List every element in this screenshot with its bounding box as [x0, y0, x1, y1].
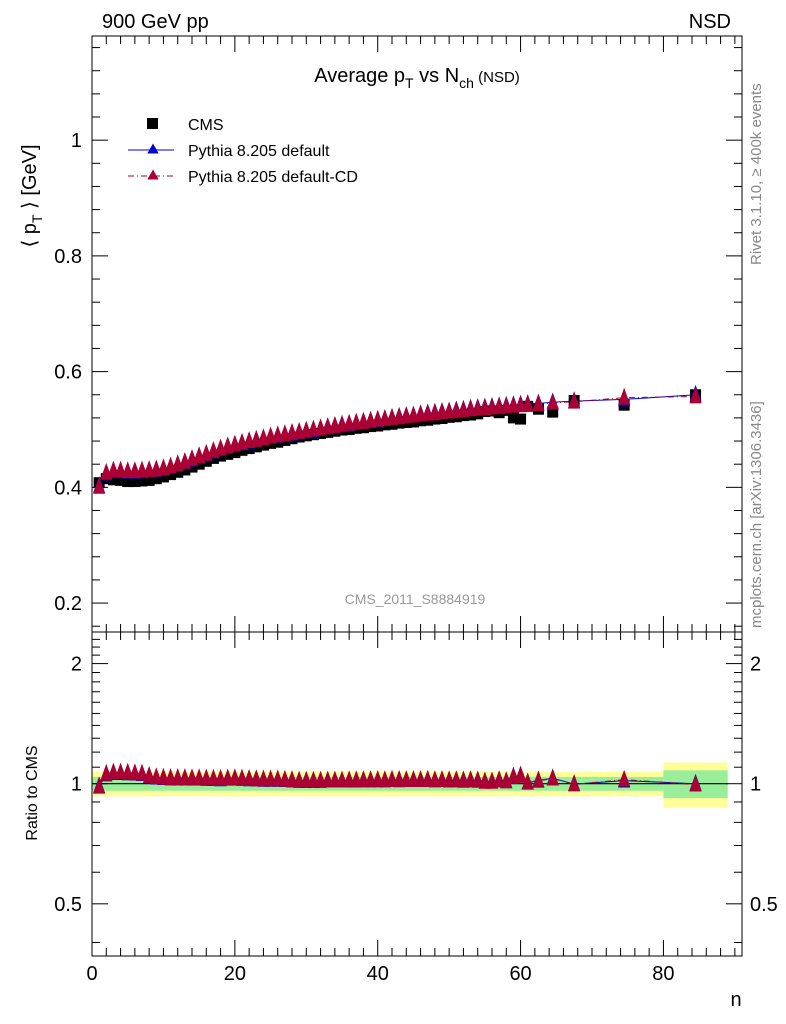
ratio-y-tick-label-left: 1	[71, 774, 82, 796]
pythia-default-cd-point	[689, 386, 702, 404]
x-tick-label: 20	[224, 963, 246, 985]
legend-entry-pythia-default: Pythia 8.205 default	[128, 143, 330, 160]
legend-label-pythia-default: Pythia 8.205 default	[188, 143, 330, 160]
cms-data-point	[143, 474, 155, 486]
cms-data-point	[215, 450, 227, 462]
analysis-watermark: CMS_2011_S8884919	[345, 591, 486, 607]
x-tick-label: 80	[652, 963, 674, 985]
pythia-default-cd-point	[93, 476, 106, 494]
legend: CMS Pythia 8.205 default Pythia 8.205 de…	[128, 117, 358, 186]
cms-data-point	[157, 471, 169, 483]
pythia-default-cd-point	[568, 391, 581, 409]
cms-data-point	[122, 476, 134, 488]
pythia-default-cd-point	[532, 394, 545, 411]
cms-data-point	[507, 412, 519, 424]
x-tick-label: 60	[509, 963, 531, 985]
ratio-y-tick-label-right: 1	[750, 774, 761, 796]
cms-data-point	[222, 448, 234, 460]
y-tick-label: 0.6	[54, 362, 82, 384]
cms-data-point	[179, 464, 191, 476]
ratio-point-pythia-default-cd	[135, 763, 149, 781]
process-label: NSD	[689, 11, 731, 33]
ratio-plot-panel: 0.5 0.5 1 1 2 2 0 20 40 60 80 Ratio to CMS n	[24, 631, 778, 1011]
main-y-axis-label: ⟨ pT ⟩ [GeV]	[19, 144, 45, 247]
cms-data-point	[200, 455, 212, 467]
ratio-point-pythia-default-cd	[546, 768, 559, 786]
ratio-point-pythia-default-cd	[532, 770, 545, 788]
cms-data-point	[250, 441, 262, 453]
legend-marker-cms	[147, 118, 158, 129]
ratio-y-axis-label: Ratio to CMS	[24, 745, 41, 840]
ratio-point-pythia-default-cd	[514, 766, 527, 783]
legend-entry-pythia-default-cd: Pythia 8.205 default-CD	[128, 169, 358, 186]
x-axis-label: n	[730, 989, 741, 1011]
cms-data-point	[207, 452, 219, 464]
cms-data-point	[172, 466, 184, 478]
ratio-point-pythia-default-cd	[143, 766, 156, 783]
ratio-y-tick-label-right: 2	[750, 654, 761, 676]
x-tick-label: 40	[367, 963, 389, 985]
cms-data-point	[150, 473, 162, 485]
main-plot-panel: 0.2 0.4 0.6 0.8 1 Average pT vs Nch (NSD) ⟨ …	[19, 35, 743, 633]
x-tick-label: 0	[86, 963, 97, 985]
cms-data-point	[165, 469, 177, 481]
legend-entry-cms: CMS	[147, 117, 224, 134]
ratio-point-pythia-default-cd	[618, 769, 631, 787]
cms-data-point	[107, 474, 119, 486]
ratio-y-tick-label-right: 0.5	[750, 894, 778, 916]
ratio-point-pythia-default-cd	[93, 776, 106, 794]
ratio-point-pythia-default-cd	[568, 774, 581, 792]
legend-marker-pythia-default-cd	[147, 169, 159, 180]
cms-data-point	[129, 476, 141, 488]
ratio-point-pythia-default-cd	[689, 774, 702, 792]
legend-label-cms: CMS	[188, 117, 224, 134]
cms-data-point	[229, 447, 241, 459]
cms-data-point	[115, 474, 127, 486]
ratio-point-pythia-default-cd	[500, 771, 513, 789]
ratio-y-tick-label-left: 2	[71, 654, 82, 676]
y-tick-label: 0.4	[54, 477, 82, 499]
cms-data-point	[236, 444, 248, 456]
mcplots-label: mcplots.cern.ch [arXiv:1306.3436]	[748, 401, 765, 628]
rivet-label: Rivet 3.1.10, ≥ 400k events	[748, 83, 765, 265]
ratio-y-tick-label-left: 0.5	[54, 894, 82, 916]
cms-data-point	[186, 461, 198, 473]
cms-data-point	[547, 406, 559, 418]
y-tick-label: 0.8	[54, 246, 82, 268]
legend-marker-pythia-default	[147, 143, 159, 154]
pythia-default-cd-point	[546, 392, 559, 410]
pythia-default-cd-point	[521, 394, 534, 412]
chart-title: Average pT vs Nch (NSD)	[314, 65, 520, 91]
ratio-point-pythia-default-cd	[521, 772, 534, 790]
cms-data-point	[243, 443, 255, 455]
cms-data-point	[193, 458, 205, 470]
y-tick-label: 0.2	[54, 593, 82, 615]
legend-label-pythia-default-cd: Pythia 8.205 default-CD	[188, 169, 358, 186]
pythia-default-cd-point	[618, 387, 631, 405]
cms-data-point	[515, 413, 527, 425]
ratio-frame	[91, 631, 743, 957]
cms-data-point	[136, 475, 148, 487]
y-tick-label: 1	[71, 130, 82, 152]
energy-label: 900 GeV pp	[102, 11, 209, 33]
